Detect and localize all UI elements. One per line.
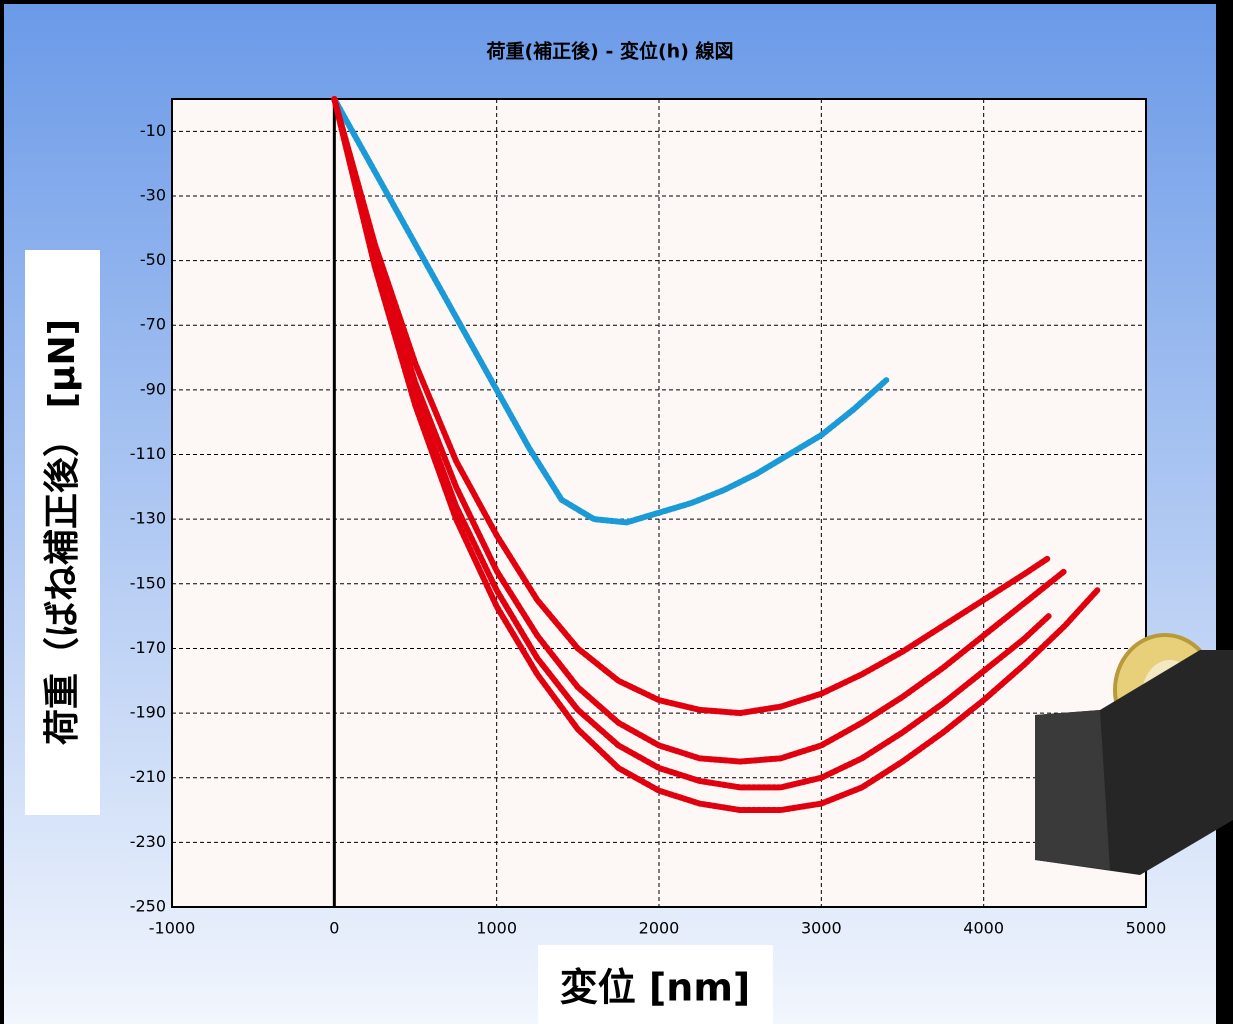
y-tick-label: -130 (130, 509, 166, 528)
x-tick-label: 2000 (639, 919, 680, 938)
x-axis-label: 変位 [nm] (560, 966, 751, 1010)
y-tick-label: -10 (140, 121, 166, 140)
x-tick-label: 4000 (963, 919, 1004, 938)
series-line (331, 96, 1052, 791)
series-line (331, 96, 1052, 717)
y-tick-label: -50 (140, 250, 166, 269)
y-tick-label: -150 (130, 573, 166, 592)
y-tick-label: -30 (140, 185, 166, 204)
series-line (331, 96, 1068, 765)
chart-title: 荷重(補正後) - 変位(h) 線図 (487, 40, 734, 63)
x-tick-label: 3000 (801, 919, 842, 938)
x-tick-label: 0 (329, 919, 339, 938)
x-label-box (538, 945, 773, 1024)
y-axis-label: 荷重（ばね補正後） [μN] (42, 319, 83, 745)
series-line (331, 96, 890, 526)
x-tick-label: 5000 (1126, 919, 1167, 938)
y-tick-label: -90 (140, 379, 166, 398)
y-tick-label: -190 (130, 703, 166, 722)
y-tick-label: -70 (140, 315, 166, 334)
y-tick-label: -210 (130, 767, 166, 786)
y-tick-label: -110 (130, 444, 166, 463)
x-tick-label: 1000 (476, 919, 517, 938)
y-tick-label: -230 (130, 832, 166, 851)
tape-dispenser (1035, 633, 1233, 875)
y-label-box (25, 250, 100, 815)
y-tick-label: -250 (130, 897, 166, 916)
x-tick-label: -1000 (149, 919, 196, 938)
y-tick-label: -170 (130, 638, 166, 657)
series-line (331, 96, 1101, 814)
